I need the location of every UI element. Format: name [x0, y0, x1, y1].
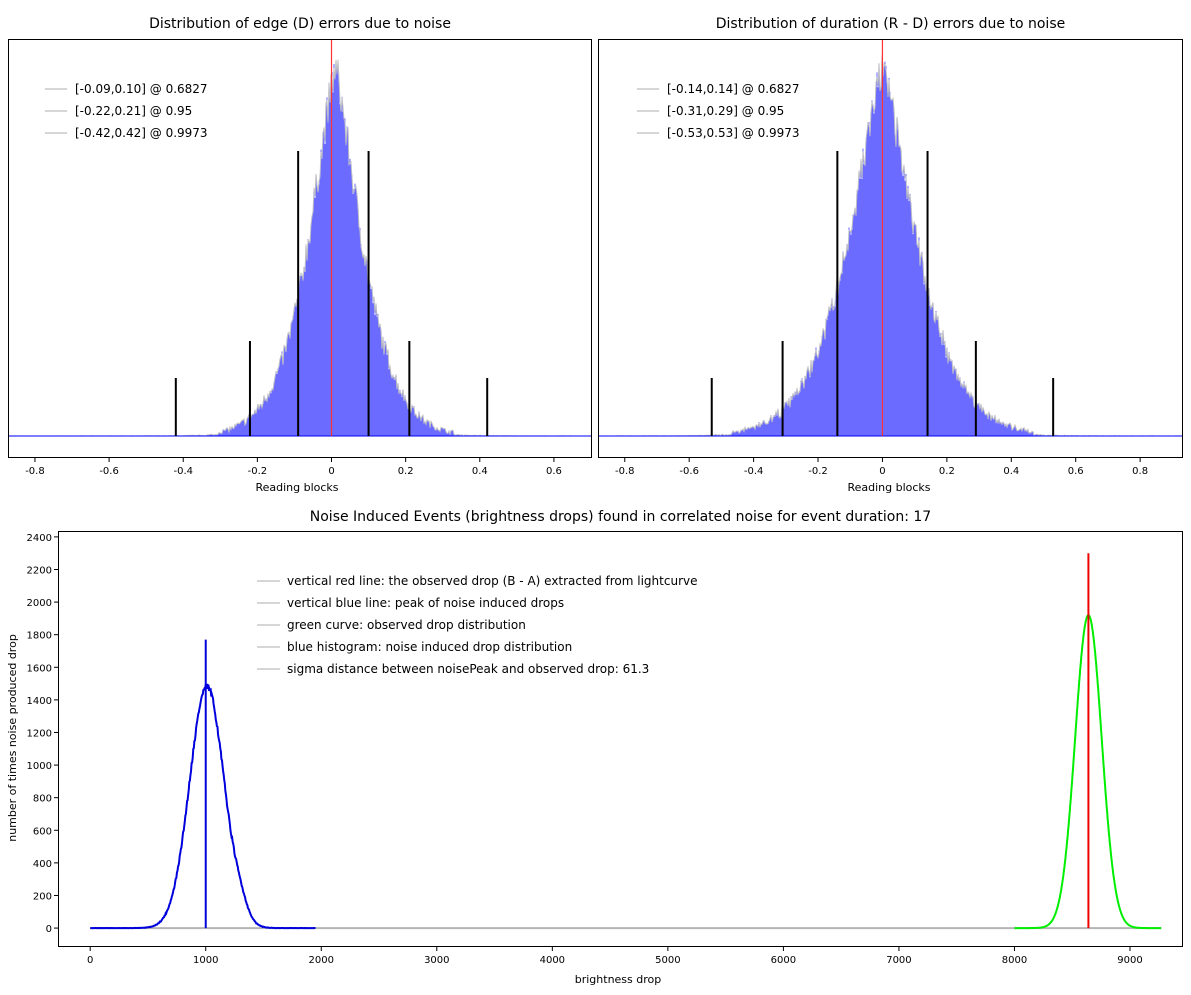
duration-x-tick-label: -0.8 [615, 466, 635, 477]
events-x-tick-label: 7000 [886, 955, 911, 966]
events-legend: vertical red line: the observed drop (B … [257, 574, 697, 676]
duration-legend: [-0.14,0.14] @ 0.6827 [-0.31,0.29] @ 0.9… [637, 82, 800, 140]
events-x-axis-title: brightness drop [575, 973, 662, 986]
edge-x-axis-title: Reading blocks [255, 481, 338, 494]
events-y-tick-label: 1200 [27, 728, 52, 739]
events-x-tick-label: 2000 [309, 955, 334, 966]
edge-legend: [-0.09,0.10] @ 0.6827 [-0.22,0.21] @ 0.9… [45, 82, 208, 140]
plot-layer: -0.8 -0.6 -0.4 -0.2 0 0.2 0.4 0.6 -0.8 -0.6 -0.4 -0… [9, 40, 1183, 966]
events-x-tick-label: 4000 [540, 955, 565, 966]
edge-x-tick-label: 0 [328, 466, 334, 477]
events-y-tick-label: 600 [33, 826, 52, 837]
events-legend-item: blue histogram: noise induced drop distr… [287, 640, 572, 654]
events-x-tick-label: 6000 [771, 955, 796, 966]
events-chart-frame [58, 531, 1183, 947]
events-y-tick-label: 400 [33, 859, 52, 870]
events-y-tick-label: 1000 [27, 761, 52, 772]
duration-x-axis-title: Reading blocks [847, 481, 930, 494]
events-y-tick-label: 1800 [27, 631, 52, 642]
duration-legend-item: [-0.31,0.29] @ 0.95 [667, 104, 784, 118]
edge-legend-item: [-0.42,0.42] @ 0.9973 [75, 126, 208, 140]
duration-x-tick-label: 0.2 [939, 466, 955, 477]
events-y-tick-label: 800 [33, 794, 52, 805]
events-y-tick-label: 2000 [27, 598, 52, 609]
events-chart-title: Noise Induced Events (brightness drops) … [309, 509, 932, 525]
duration-x-tick-label: 0.8 [1132, 466, 1148, 477]
events-y-tick-label: 200 [33, 891, 52, 902]
events-y-tick-label: 1600 [27, 663, 52, 674]
edge-x-tick-label: -0.6 [99, 466, 119, 477]
duration-x-tick-label: -0.6 [679, 466, 699, 477]
events-x-tick-label: 9000 [1117, 955, 1142, 966]
edge-x-tick-label: -0.8 [25, 466, 45, 477]
duration-x-tick-label: 0.6 [1068, 466, 1084, 477]
duration-x-tick-label: 0.4 [1003, 466, 1019, 477]
events-y-tick-label: 0 [46, 924, 52, 935]
edge-chart-title: Distribution of edge (D) errors due to n… [149, 16, 451, 32]
events-x-tick-label: 3000 [424, 955, 449, 966]
events-x-tick-label: 5000 [655, 955, 680, 966]
duration-legend-item: [-0.53,0.53] @ 0.9973 [667, 126, 800, 140]
events-y-axis-title: number of times noise produced drop [6, 634, 19, 842]
events-x-tick-label: 0 [87, 955, 93, 966]
edge-x-tick-label: 0.6 [546, 466, 562, 477]
edge-legend-item: [-0.09,0.10] @ 0.6827 [75, 82, 208, 96]
events-y-tick-label: 2400 [27, 533, 52, 544]
events-legend-item: vertical blue line: peak of noise induce… [287, 596, 564, 610]
events-legend-item: green curve: observed drop distribution [287, 618, 526, 632]
events-x-tick-label: 8000 [1002, 955, 1027, 966]
edge-x-tick-label: -0.2 [248, 466, 268, 477]
noise-histogram-curve [90, 683, 316, 930]
duration-x-tick-label: 0 [879, 466, 885, 477]
duration-x-tick-label: -0.2 [808, 466, 828, 477]
edge-legend-item: [-0.22,0.21] @ 0.95 [75, 104, 192, 118]
events-legend-item: sigma distance between noisePeak and obs… [287, 662, 649, 676]
edge-x-tick-label: -0.4 [173, 466, 193, 477]
events-x-tick-label: 1000 [193, 955, 218, 966]
events-y-tick-label: 2200 [27, 565, 52, 576]
events-legend-item: vertical red line: the observed drop (B … [287, 574, 697, 588]
edge-x-tick-label: 0.4 [472, 466, 488, 477]
duration-x-tick-label: -0.4 [744, 466, 764, 477]
duration-chart-title: Distribution of duration (R - D) errors … [715, 16, 1066, 32]
duration-legend-item: [-0.14,0.14] @ 0.6827 [667, 82, 800, 96]
edge-x-tick-label: 0.2 [398, 466, 414, 477]
events-y-tick-label: 1400 [27, 696, 52, 707]
